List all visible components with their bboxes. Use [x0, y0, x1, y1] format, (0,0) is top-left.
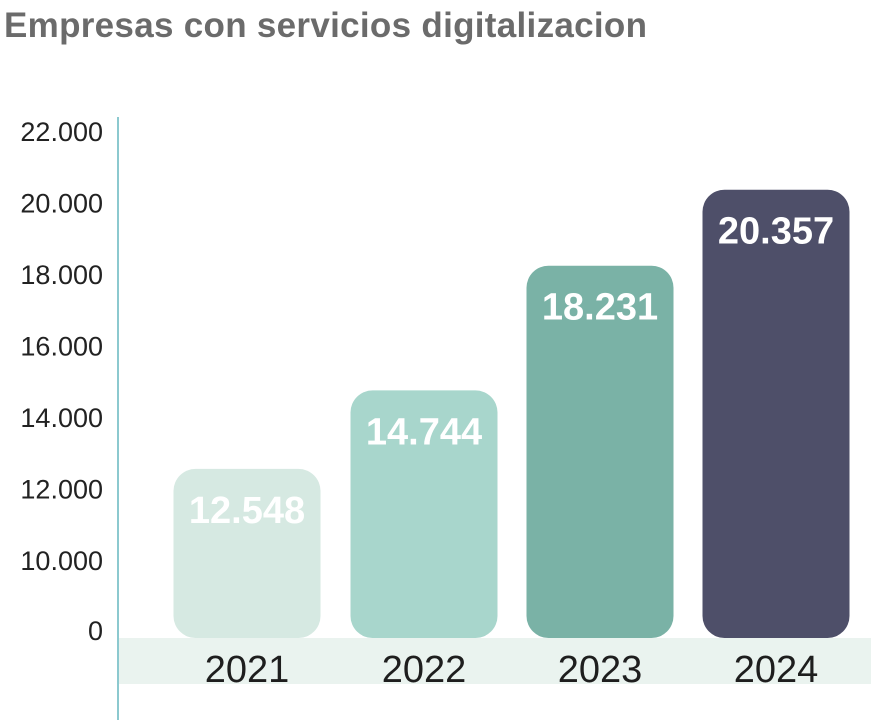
data-label-2023: 18.231: [542, 287, 658, 329]
bar-2024: [702, 189, 850, 638]
data-label-2022: 14.744: [366, 411, 482, 453]
y-tick-label: 10.000: [20, 546, 103, 576]
category-band: [118, 638, 871, 684]
x-tick-label-2024: 2024: [734, 649, 819, 691]
y-tick-label: 22.000: [20, 117, 103, 147]
y-tick-label: 18.000: [20, 260, 103, 290]
y-tick-label: 12.000: [20, 475, 103, 505]
x-tick-label-2022: 2022: [382, 649, 467, 691]
y-tick-label: 14.000: [20, 403, 103, 433]
data-label-2021: 12.548: [189, 490, 305, 532]
y-tick-label: 0: [88, 616, 103, 646]
x-tick-label-2023: 2023: [558, 649, 643, 691]
bar-2021: [173, 468, 321, 638]
y-tick-label: 16.000: [20, 332, 103, 362]
bar-2022: [350, 390, 498, 638]
data-label-2024: 20.357: [718, 211, 834, 253]
y-tick-label: 20.000: [20, 189, 103, 219]
chart-title: Empresas con servicios digitalizacion: [4, 6, 648, 45]
x-tick-label-2021: 2021: [205, 649, 290, 691]
bar-2023: [526, 265, 674, 638]
